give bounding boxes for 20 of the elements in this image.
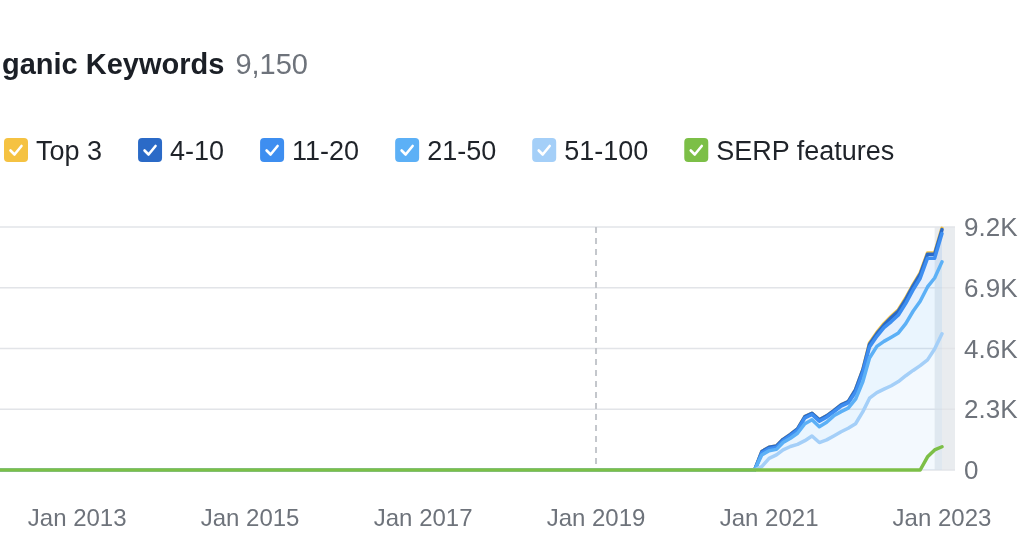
x-tick-label: Jan 2017 (373, 504, 473, 531)
chart-title: ganic Keywords (2, 48, 225, 80)
y-tick-label: 6.9K (964, 272, 1019, 303)
legend-label: SERP features (716, 135, 895, 166)
x-tick-label: Jan 2015 (200, 504, 300, 531)
x-tick-label: Jan 2021 (719, 504, 819, 531)
y-tick-label: 9.2K (964, 212, 1019, 243)
x-tick-label: Jan 2019 (546, 504, 646, 531)
x-tick-label: Jan 2023 (892, 504, 992, 531)
legend-label: 11-20 (292, 135, 360, 166)
chart-subtitle: 9,150 (235, 48, 308, 80)
legend-label: 51-100 (564, 135, 649, 166)
y-tick-label: 0 (964, 455, 979, 486)
line-series (0, 445, 944, 472)
legend-label: 21-50 (427, 135, 497, 166)
legend-label: 4-10 (170, 135, 225, 166)
y-tick-label: 4.6K (964, 333, 1019, 364)
y-tick-label: 2.3K (964, 394, 1019, 425)
legend-label: Top 3 (36, 135, 103, 166)
x-tick-label: Jan 2013 (27, 504, 127, 531)
